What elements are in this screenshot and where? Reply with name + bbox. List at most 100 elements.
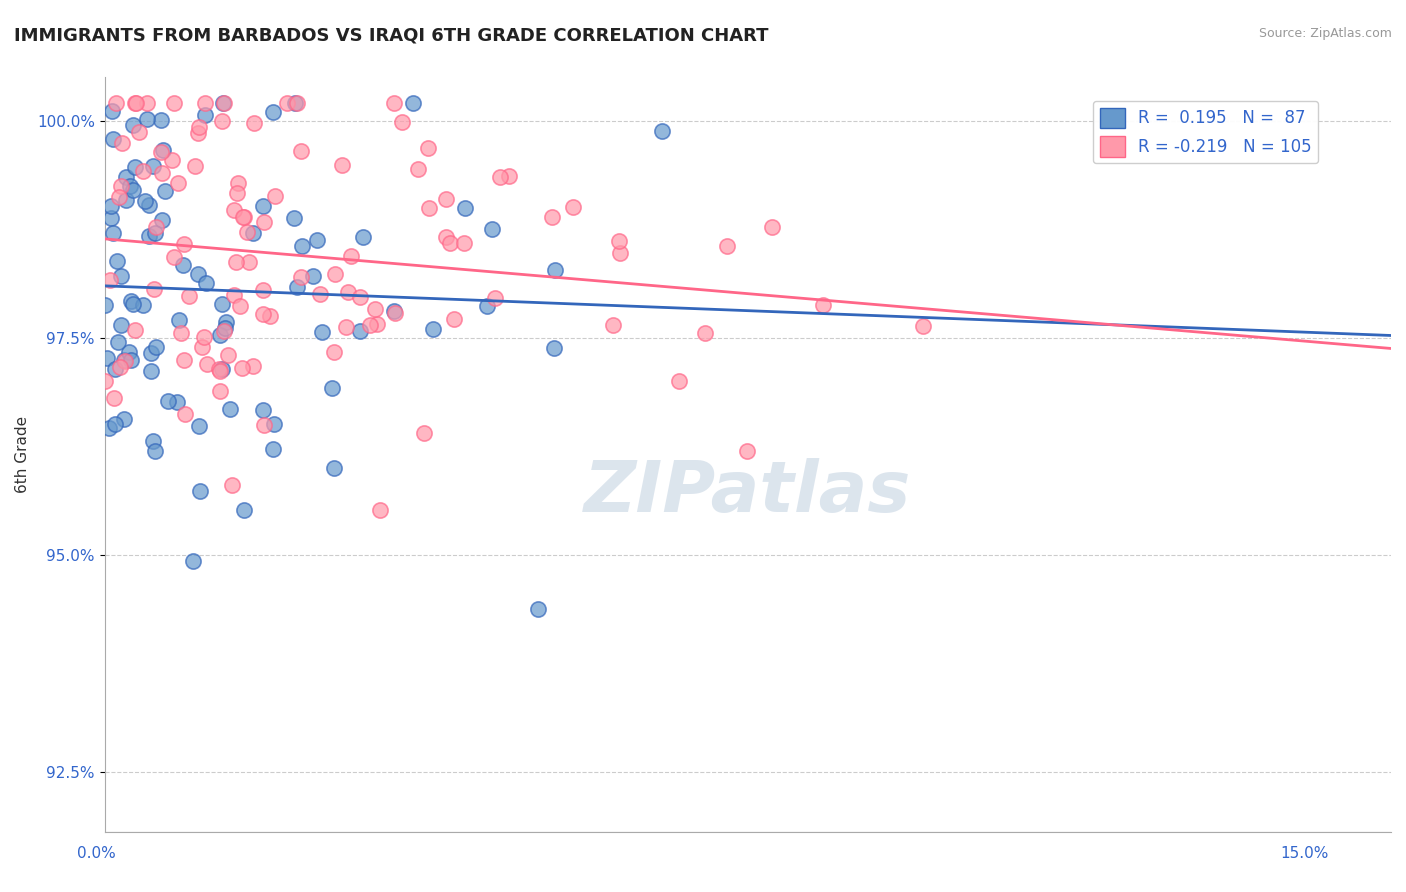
- Point: [197, 357, 219, 371]
- Point: [114, 354, 136, 368]
- Point: [544, 262, 567, 277]
- Point: [208, 363, 231, 377]
- Point: [174, 408, 197, 422]
- Point: [112, 352, 135, 367]
- Point: [101, 103, 124, 118]
- Point: [443, 311, 465, 326]
- Point: [330, 158, 353, 172]
- Text: 15.0%: 15.0%: [1281, 846, 1329, 861]
- Point: [229, 299, 252, 313]
- Point: [307, 233, 329, 247]
- Point: [141, 346, 163, 360]
- Point: [232, 211, 254, 225]
- Point: [285, 96, 308, 111]
- Point: [276, 96, 298, 111]
- Point: [434, 229, 457, 244]
- Point: [242, 226, 264, 240]
- Point: [335, 320, 357, 334]
- Point: [209, 328, 232, 343]
- Point: [125, 96, 148, 111]
- Point: [561, 200, 583, 214]
- Point: [418, 201, 440, 215]
- Point: [124, 96, 146, 111]
- Point: [110, 318, 132, 333]
- Point: [163, 250, 186, 264]
- Point: [120, 294, 142, 309]
- Point: [150, 166, 173, 180]
- Point: [208, 362, 231, 376]
- Point: [150, 212, 173, 227]
- Point: [215, 315, 238, 329]
- Point: [145, 341, 167, 355]
- Point: [761, 220, 783, 235]
- Point: [609, 245, 631, 260]
- Point: [212, 324, 235, 338]
- Point: [226, 177, 249, 191]
- Point: [128, 125, 150, 139]
- Point: [138, 198, 160, 212]
- Point: [233, 503, 256, 517]
- Point: [188, 419, 211, 434]
- Point: [143, 226, 166, 240]
- Point: [253, 417, 276, 432]
- Point: [214, 96, 236, 111]
- Point: [100, 199, 122, 213]
- Point: [141, 364, 163, 378]
- Point: [384, 96, 406, 111]
- Point: [142, 434, 165, 448]
- Point: [323, 344, 346, 359]
- Point: [169, 313, 191, 327]
- Point: [138, 229, 160, 244]
- Point: [222, 202, 245, 217]
- Point: [120, 178, 142, 193]
- Point: [226, 186, 249, 200]
- Point: [252, 215, 274, 229]
- Point: [252, 403, 274, 417]
- Point: [349, 290, 371, 304]
- Point: [132, 164, 155, 178]
- Point: [349, 325, 371, 339]
- Point: [368, 502, 391, 516]
- Point: [122, 118, 145, 132]
- Point: [232, 211, 254, 225]
- Point: [264, 189, 287, 203]
- Point: [238, 254, 260, 268]
- Point: [543, 341, 565, 355]
- Point: [208, 384, 231, 399]
- Point: [108, 190, 131, 204]
- Point: [108, 360, 131, 375]
- Point: [453, 236, 475, 251]
- Point: [172, 258, 194, 272]
- Point: [540, 210, 562, 224]
- Point: [100, 211, 122, 225]
- Point: [145, 219, 167, 234]
- Point: [527, 602, 550, 616]
- Point: [607, 235, 630, 249]
- Point: [219, 402, 242, 417]
- Point: [252, 199, 274, 213]
- Text: 0.0%: 0.0%: [77, 846, 117, 861]
- Point: [181, 554, 204, 568]
- Point: [252, 307, 274, 321]
- Point: [242, 359, 264, 374]
- Point: [321, 381, 343, 395]
- Point: [104, 362, 127, 376]
- Point: [337, 285, 360, 300]
- Point: [94, 374, 117, 388]
- Point: [105, 96, 128, 111]
- Point: [98, 273, 121, 287]
- Legend: R =  0.195   N =  87, R = -0.219   N = 105: R = 0.195 N = 87, R = -0.219 N = 105: [1092, 101, 1319, 163]
- Point: [115, 194, 138, 208]
- Point: [173, 236, 195, 251]
- Point: [187, 126, 209, 140]
- Point: [111, 136, 134, 150]
- Point: [285, 279, 308, 293]
- Point: [302, 268, 325, 283]
- Text: Source: ZipAtlas.com: Source: ZipAtlas.com: [1258, 27, 1392, 40]
- Point: [291, 238, 314, 252]
- Point: [693, 326, 716, 340]
- Point: [668, 374, 690, 388]
- Point: [110, 179, 132, 194]
- Point: [103, 392, 125, 406]
- Point: [309, 286, 332, 301]
